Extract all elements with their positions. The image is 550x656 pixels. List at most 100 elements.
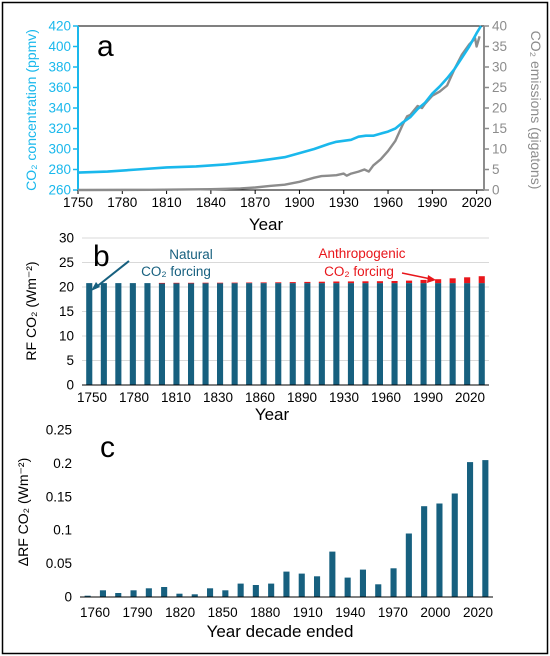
panel-a-left-tick-label: 280 [48,162,71,177]
delta-rf-bar [436,503,443,597]
natural-forcing-bar [115,283,122,385]
delta-rf-bar [467,462,474,597]
natural-forcing-bar [347,283,354,385]
panel-a-right-tick-label: 40 [492,19,507,34]
panel-c-x-tick-label: 1760 [80,605,110,620]
delta-rf-bar [222,590,229,597]
delta-rf-bar [191,594,198,597]
panel-a-left-tick-label: 380 [48,60,71,75]
panel-b-xlabel: Year [255,405,290,424]
delta-rf-bar [375,584,382,597]
panel-a-left-tick-label: 400 [48,39,71,54]
panel-c-x-tick-label: 2000 [420,605,450,620]
delta-rf-bar [482,460,489,597]
anthropogenic-forcing-bar [304,281,311,284]
natural-forcing-bar [435,283,442,385]
natural-forcing-bar [246,283,253,385]
panel-c-x-tick-label: 2020 [463,605,493,620]
panel-b-bars [86,276,485,385]
panel-a-right-tick-label: 10 [492,142,507,157]
panel-a-right-tick-label: 35 [492,39,507,54]
anthropogenic-forcing-bar [289,282,296,284]
panel-c-x-tick-label: 1940 [335,605,365,620]
panel-c-y-tick-label: 0.05 [46,556,72,571]
panel-c-x-tick-label: 1880 [250,605,280,620]
delta-rf-bar [99,590,106,597]
panel-c-x-tick-label: 1850 [208,605,238,620]
panel-c-y-tick-label: 0.15 [46,489,72,504]
panel-a-right-tick-label: 0 [492,183,500,198]
delta-rf-bar [314,576,321,597]
concentration-line [77,25,483,174]
anthropogenic-forcing-bar [188,282,195,284]
panel-a-x-tick-label: 1960 [373,195,403,210]
anthropogenic-forcing-bar [158,282,165,284]
anthropogenic-annotation-arrowhead [427,275,436,283]
anthropogenic-forcing-bar [202,282,209,284]
panel-c-y-tick-label: 0 [64,590,72,605]
anthropogenic-forcing-bar [318,281,325,284]
natural-forcing-bar [376,283,383,385]
delta-rf-bar [207,588,214,597]
panel-b-x-tick-label: 1960 [371,390,401,405]
panel-a-x-tick-label: 1840 [196,195,226,210]
panel-c-x-tick-label: 1790 [123,605,153,620]
panel-a-right-tick-label: 20 [492,101,507,116]
panel-a-xlabel: Year [249,215,284,234]
panel-a-ylabel-left: CO₂ concentration (ppmv) [23,29,39,191]
natural-forcing-bar [260,283,267,385]
anthropogenic-annotation-line1: Anthropogenic [318,246,405,261]
panel-b-y-tick-label: 10 [59,329,74,344]
natural-annotation-arrowhead [91,282,100,291]
delta-rf-bar [130,590,137,597]
panel-a-left-tick-label: 260 [48,183,71,198]
panel-b-x-tick-label: 1930 [329,390,359,405]
anthropogenic-forcing-bar [260,282,267,284]
natural-forcing-bar [391,283,398,385]
panel-b-letter: b [93,240,110,273]
natural-forcing-bar [420,283,427,385]
panel-b-x-tick-label: 1990 [413,390,443,405]
panel-a-x-tick-label: 1930 [329,195,359,210]
natural-forcing-bar [362,283,369,385]
anthropogenic-forcing-bar [275,282,282,284]
delta-rf-bar [283,571,290,597]
panel-a-ticks: 260 280 300 320 340 360 380 400 420 0 5 10 15 20 25 30 3… [48,19,507,211]
natural-forcing-bar [173,283,180,385]
delta-rf-bar [405,533,412,597]
anthropogenic-forcing-bar [347,281,354,284]
anthropogenic-forcing-bar [464,277,471,284]
delta-rf-bar [268,583,275,597]
delta-rf-bar [145,588,152,597]
panel-b-y-tick-label: 25 [59,255,74,270]
anthropogenic-forcing-bar [376,281,383,284]
panel-b-x-tick-label: 2020 [455,390,485,405]
natural-forcing-bar [202,283,209,385]
natural-annotation-arrow [94,260,130,289]
panel-b-chart: 0 5 10 15 20 25 30 1750 1780 1810 1830 1860 1890 1930… [23,231,489,424]
panel-b-ylabel: RF CO₂ (Wm⁻²) [23,261,39,360]
panel-a-left-tick-label: 420 [48,19,71,34]
delta-rf-bar [237,583,244,597]
delta-rf-bar [359,569,366,597]
natural-forcing-bar [188,283,195,385]
panel-a-left-tick-label: 300 [48,142,71,157]
panel-a-right-tick-label: 15 [492,121,507,136]
delta-rf-bar [329,551,336,597]
delta-rf-bar [451,493,458,597]
natural-forcing-bar [275,283,282,385]
natural-forcing-bar [318,283,325,385]
panel-a-right-tick-label: 25 [492,80,507,95]
panel-b-x-tick-label: 1890 [287,390,317,405]
panel-c-xlabel: Year decade ended [207,622,354,641]
delta-rf-bar [421,506,428,597]
panel-c-chart: 0 0.05 0.1 0.15 0.2 0.25 1760 1790 1820 1850 1880 1… [15,423,493,642]
natural-annotation-line2: CO₂ forcing [141,264,211,279]
panel-a-right-tick-label: 30 [492,60,507,75]
anthropogenic-forcing-bar [173,282,180,284]
natural-forcing-bar [86,283,93,385]
delta-rf-bar [84,595,91,597]
panel-a-letter: a [97,30,114,63]
delta-rf-bar [390,568,397,597]
delta-rf-bar [115,593,122,597]
